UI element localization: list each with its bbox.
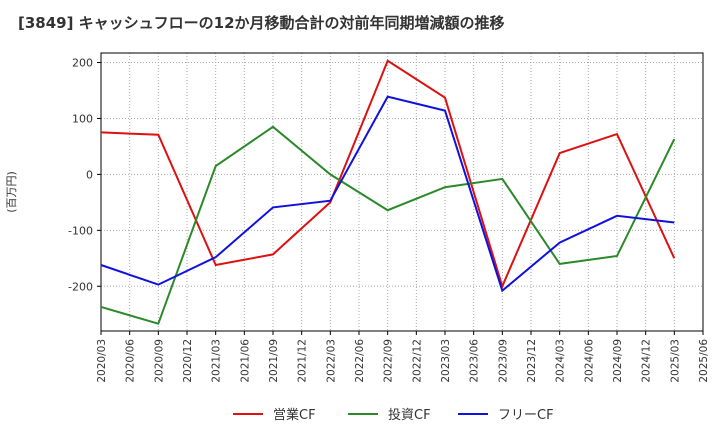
x-tick-label: 2020/06: [125, 339, 137, 383]
series-layer: [100, 59, 676, 325]
x-tick-label: 2022/12: [411, 339, 423, 383]
legend-label: 営業CF: [273, 407, 316, 423]
x-tick-label: 2024/03: [555, 339, 567, 383]
y-tick-label: 100: [72, 112, 93, 125]
y-tick-label: -100: [68, 224, 93, 237]
x-tick-label: 2023/09: [497, 339, 509, 383]
y-tick-label: 0: [86, 168, 93, 181]
x-tick-label: 2020/03: [96, 339, 108, 383]
x-tick-label: 2023/03: [440, 339, 452, 383]
x-tick-label: 2021/12: [297, 339, 309, 383]
x-tick-label: 2021/03: [211, 339, 223, 383]
x-tick-label: 2022/09: [383, 339, 395, 383]
x-tick-label: 2025/06: [698, 339, 710, 383]
chart-title: [3849] キャッシュフローの12か月移動合計の対前年同期増減額の推移: [18, 14, 505, 32]
x-tick-label: 2024/09: [612, 339, 624, 383]
legend: 営業CF 投資CF フリーCF: [233, 407, 554, 423]
x-tick-label: 2025/03: [669, 339, 681, 383]
plot-frame: [100, 52, 704, 332]
x-tick-label: 2023/06: [469, 339, 481, 383]
y-tick-label: -200: [68, 280, 93, 293]
legend-label: 投資CF: [388, 407, 431, 423]
x-tick-label: 2022/06: [354, 339, 366, 383]
x-tick-label: 2021/06: [239, 339, 251, 383]
x-tick-label: 2021/09: [268, 339, 280, 383]
y-tick-label: 200: [72, 57, 93, 70]
y-axis-label: (百万円): [5, 171, 18, 213]
grid-layer: [101, 53, 703, 331]
x-tick-label: 2024/12: [641, 339, 653, 383]
x-tick-label: 2020/09: [153, 339, 165, 383]
x-tick-label: 2020/12: [182, 339, 194, 383]
y-axis-ticks: 200 100 0 -100 -200: [68, 57, 101, 293]
series-line-2: [100, 125, 676, 325]
x-tick-label: 2022/03: [325, 339, 337, 383]
legend-label: フリーCF: [498, 408, 554, 423]
x-tick-label: 2023/12: [526, 339, 538, 383]
x-tick-label: 2024/06: [583, 339, 595, 383]
x-axis-ticks: 2020/03 2020/06 2020/09 2020/12 2021/03 2021/…: [96, 331, 710, 383]
